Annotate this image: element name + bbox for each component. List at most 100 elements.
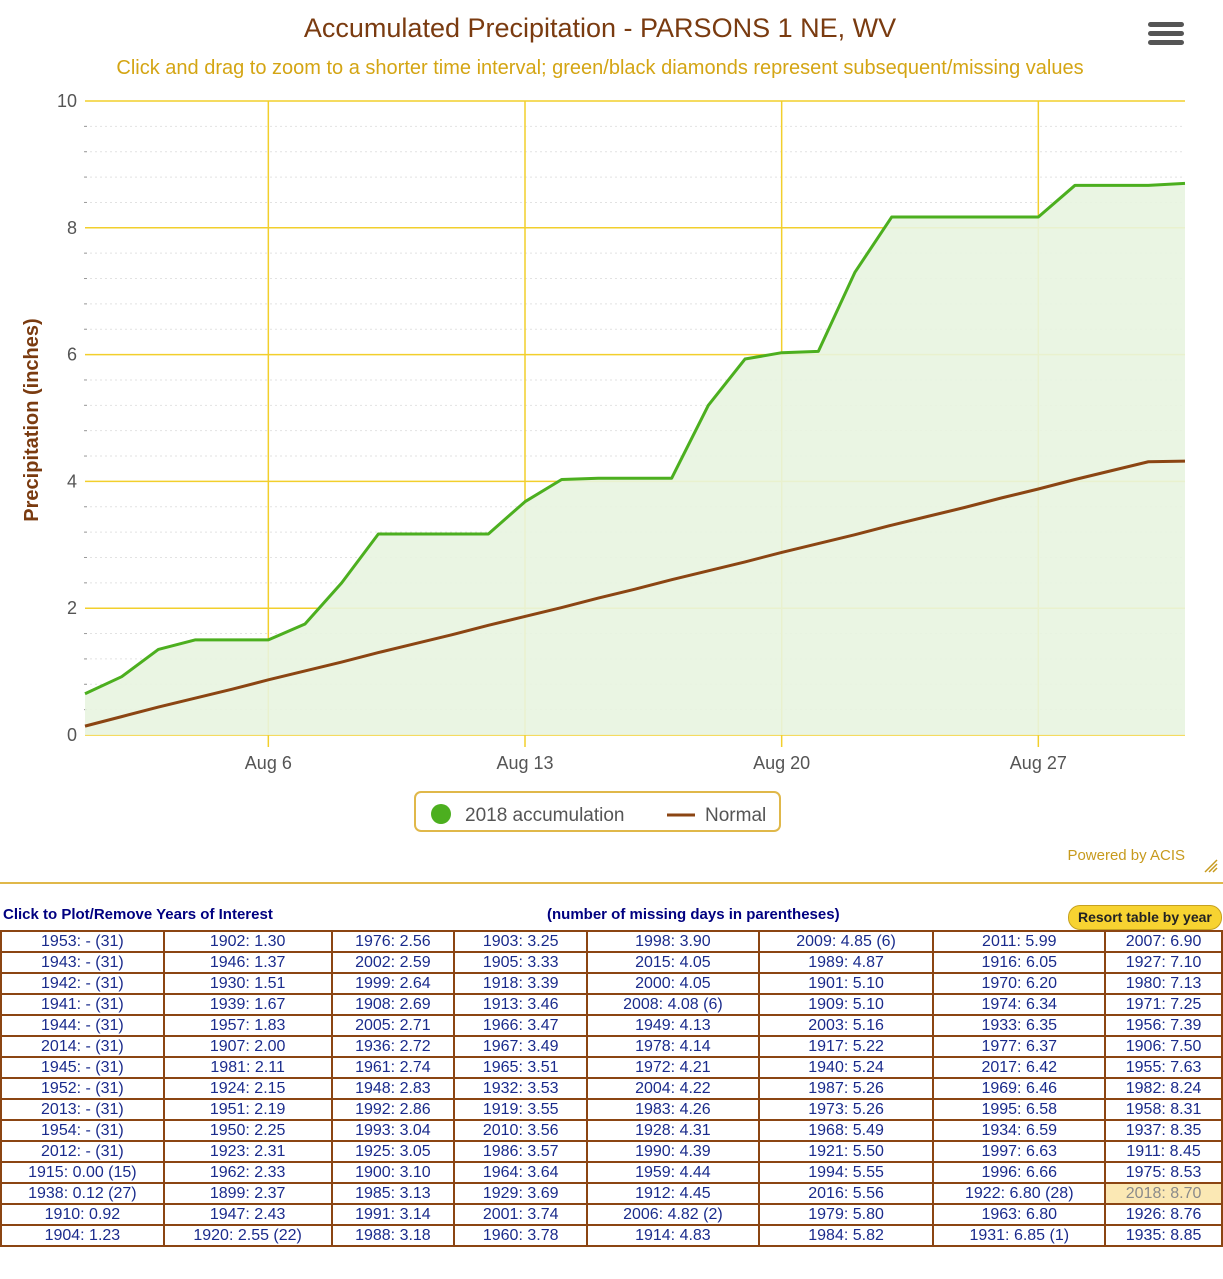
year-cell[interactable]: 1970: 6.20 bbox=[932, 972, 1107, 995]
year-cell[interactable]: 1902: 1.30 bbox=[162, 930, 333, 953]
year-cell[interactable]: 1942: - (31) bbox=[0, 972, 165, 995]
year-cell[interactable]: 2000: 4.05 bbox=[586, 972, 760, 995]
year-cell[interactable]: 1952: - (31) bbox=[0, 1077, 165, 1100]
year-cell[interactable]: 1936: 2.72 bbox=[330, 1035, 456, 1058]
credit-link[interactable]: Powered by ACIS bbox=[1067, 847, 1185, 864]
year-cell[interactable]: 1993: 3.04 bbox=[330, 1119, 456, 1142]
year-cell[interactable]: 1916: 6.05 bbox=[932, 951, 1107, 974]
year-cell[interactable]: 2011: 5.99 bbox=[932, 930, 1107, 953]
year-cell[interactable]: 1951: 2.19 bbox=[162, 1098, 333, 1121]
year-cell[interactable]: 1989: 4.87 bbox=[757, 951, 935, 974]
year-cell[interactable]: 1939: 1.67 bbox=[162, 993, 333, 1016]
year-cell[interactable]: 1927: 7.10 bbox=[1104, 951, 1223, 974]
year-cell[interactable]: 1921: 5.50 bbox=[757, 1140, 935, 1163]
year-cell[interactable]: 1981: 2.11 bbox=[162, 1056, 333, 1079]
legend[interactable]: 2018 accumulation Normal bbox=[414, 791, 781, 832]
year-cell[interactable]: 1930: 1.51 bbox=[162, 972, 333, 995]
year-cell[interactable]: 1996: 6.66 bbox=[932, 1161, 1107, 1184]
year-cell[interactable]: 1966: 3.47 bbox=[453, 1014, 589, 1037]
menu-icon[interactable] bbox=[1148, 22, 1184, 52]
year-cell[interactable]: 1914: 4.83 bbox=[586, 1224, 760, 1247]
year-cell[interactable]: 2005: 2.71 bbox=[330, 1014, 456, 1037]
year-cell[interactable]: 1962: 2.33 bbox=[162, 1161, 333, 1184]
year-cell[interactable]: 1983: 4.26 bbox=[586, 1098, 760, 1121]
year-cell[interactable]: 1903: 3.25 bbox=[453, 930, 589, 953]
year-cell[interactable]: 1953: - (31) bbox=[0, 930, 165, 953]
year-cell[interactable]: 1924: 2.15 bbox=[162, 1077, 333, 1100]
year-cell[interactable]: 1910: 0.92 bbox=[0, 1203, 165, 1226]
year-cell[interactable]: 1985: 3.13 bbox=[330, 1182, 456, 1205]
year-cell[interactable]: 2009: 4.85 (6) bbox=[757, 930, 935, 953]
year-cell[interactable]: 1967: 3.49 bbox=[453, 1035, 589, 1058]
year-cell[interactable]: 1946: 1.37 bbox=[162, 951, 333, 974]
year-cell[interactable]: 1931: 6.85 (1) bbox=[932, 1224, 1107, 1247]
legend-item-normal[interactable]: Normal bbox=[705, 805, 766, 826]
year-cell[interactable]: 1904: 1.23 bbox=[0, 1224, 165, 1247]
year-cell[interactable]: 2017: 6.42 bbox=[932, 1056, 1107, 1079]
year-cell[interactable]: 1959: 4.44 bbox=[586, 1161, 760, 1184]
year-cell[interactable]: 1955: 7.63 bbox=[1104, 1056, 1223, 1079]
year-cell[interactable]: 1971: 7.25 bbox=[1104, 993, 1223, 1016]
year-cell[interactable]: 1938: 0.12 (27) bbox=[0, 1182, 165, 1205]
resize-grip-icon[interactable] bbox=[1204, 859, 1218, 873]
year-cell[interactable]: 1994: 5.55 bbox=[757, 1161, 935, 1184]
year-cell[interactable]: 1911: 8.45 bbox=[1104, 1140, 1223, 1163]
year-cell[interactable]: 2013: - (31) bbox=[0, 1098, 165, 1121]
year-cell[interactable]: 1986: 3.57 bbox=[453, 1140, 589, 1163]
year-cell[interactable]: 1954: - (31) bbox=[0, 1119, 165, 1142]
year-cell[interactable]: 1918: 3.39 bbox=[453, 972, 589, 995]
year-cell[interactable]: 2015: 4.05 bbox=[586, 951, 760, 974]
year-cell[interactable]: 1960: 3.78 bbox=[453, 1224, 589, 1247]
year-cell[interactable]: 1905: 3.33 bbox=[453, 951, 589, 974]
year-cell[interactable]: 2001: 3.74 bbox=[453, 1203, 589, 1226]
year-cell[interactable]: 1932: 3.53 bbox=[453, 1077, 589, 1100]
year-cell[interactable]: 2010: 3.56 bbox=[453, 1119, 589, 1142]
year-cell[interactable]: 1956: 7.39 bbox=[1104, 1014, 1223, 1037]
chart-area[interactable]: Accumulated Precipitation - PARSONS 1 NE… bbox=[0, 0, 1223, 880]
year-cell[interactable]: 2007: 6.90 bbox=[1104, 930, 1223, 953]
legend-marker-2018[interactable] bbox=[431, 804, 451, 824]
year-cell[interactable]: 1900: 3.10 bbox=[330, 1161, 456, 1184]
year-cell[interactable]: 1899: 2.37 bbox=[162, 1182, 333, 1205]
year-cell[interactable]: 1934: 6.59 bbox=[932, 1119, 1107, 1142]
year-cell[interactable]: 1935: 8.85 bbox=[1104, 1224, 1223, 1247]
year-cell[interactable]: 1969: 6.46 bbox=[932, 1077, 1107, 1100]
year-cell[interactable]: 1908: 2.69 bbox=[330, 993, 456, 1016]
year-cell[interactable]: 2018: 8.70 bbox=[1104, 1182, 1223, 1205]
year-cell[interactable]: 2016: 5.56 bbox=[757, 1182, 935, 1205]
year-cell[interactable]: 1937: 8.35 bbox=[1104, 1119, 1223, 1142]
year-cell[interactable]: 1958: 8.31 bbox=[1104, 1098, 1223, 1121]
precipitation-chart[interactable]: Accumulated Precipitation - PARSONS 1 NE… bbox=[0, 0, 1223, 880]
year-cell[interactable]: 2008: 4.08 (6) bbox=[586, 993, 760, 1016]
year-cell[interactable]: 1944: - (31) bbox=[0, 1014, 165, 1037]
year-cell[interactable]: 1982: 8.24 bbox=[1104, 1077, 1223, 1100]
year-cell[interactable]: 2004: 4.22 bbox=[586, 1077, 760, 1100]
year-cell[interactable]: 1977: 6.37 bbox=[932, 1035, 1107, 1058]
year-cell[interactable]: 1913: 3.46 bbox=[453, 993, 589, 1016]
year-cell[interactable]: 1926: 8.76 bbox=[1104, 1203, 1223, 1226]
legend-item-2018[interactable]: 2018 accumulation bbox=[465, 805, 625, 826]
year-cell[interactable]: 1919: 3.55 bbox=[453, 1098, 589, 1121]
year-cell[interactable]: 1907: 2.00 bbox=[162, 1035, 333, 1058]
year-cell[interactable]: 2014: - (31) bbox=[0, 1035, 165, 1058]
year-cell[interactable]: 1972: 4.21 bbox=[586, 1056, 760, 1079]
year-cell[interactable]: 2012: - (31) bbox=[0, 1140, 165, 1163]
year-cell[interactable]: 1945: - (31) bbox=[0, 1056, 165, 1079]
year-cell[interactable]: 1968: 5.49 bbox=[757, 1119, 935, 1142]
year-cell[interactable]: 1978: 4.14 bbox=[586, 1035, 760, 1058]
year-cell[interactable]: 1943: - (31) bbox=[0, 951, 165, 974]
year-cell[interactable]: 1973: 5.26 bbox=[757, 1098, 935, 1121]
year-cell[interactable]: 1922: 6.80 (28) bbox=[932, 1182, 1107, 1205]
year-cell[interactable]: 1984: 5.82 bbox=[757, 1224, 935, 1247]
year-cell[interactable]: 1925: 3.05 bbox=[330, 1140, 456, 1163]
year-cell[interactable]: 1920: 2.55 (22) bbox=[162, 1224, 333, 1247]
year-cell[interactable]: 1964: 3.64 bbox=[453, 1161, 589, 1184]
year-cell[interactable]: 1995: 6.58 bbox=[932, 1098, 1107, 1121]
year-cell[interactable]: 2002: 2.59 bbox=[330, 951, 456, 974]
year-cell[interactable]: 1912: 4.45 bbox=[586, 1182, 760, 1205]
year-cell[interactable]: 1923: 2.31 bbox=[162, 1140, 333, 1163]
year-cell[interactable]: 1999: 2.64 bbox=[330, 972, 456, 995]
year-cell[interactable]: 1979: 5.80 bbox=[757, 1203, 935, 1226]
year-cell[interactable]: 1917: 5.22 bbox=[757, 1035, 935, 1058]
year-cell[interactable]: 1992: 2.86 bbox=[330, 1098, 456, 1121]
